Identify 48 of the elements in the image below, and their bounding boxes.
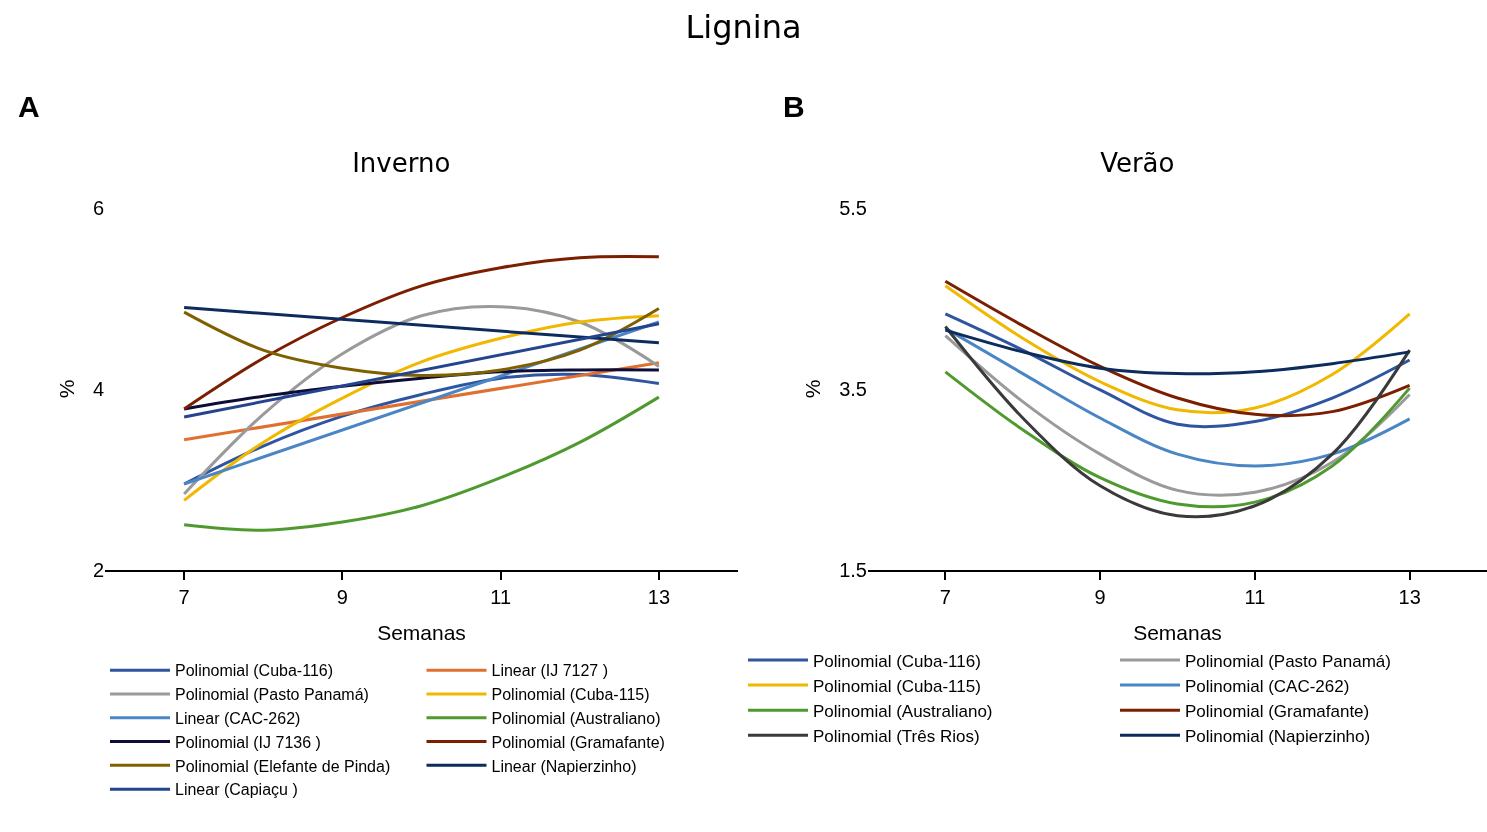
x-tick-label: 7 [939, 586, 951, 608]
legend-label: Polinomial (Gramafante) [491, 733, 665, 751]
chart-title: Verão [1100, 148, 1175, 179]
legend-label: Polinomial (Cuba-115) [491, 686, 650, 704]
legend-label: Polinomial (Pasto Panamá) [175, 686, 369, 704]
y-axis-title: % [55, 379, 79, 399]
x-tick-label: 13 [1398, 586, 1421, 608]
y-tick-label: 5.5 [839, 197, 867, 219]
x-axis-title: Semanas [377, 620, 466, 644]
x-tick-label: 11 [1244, 586, 1266, 608]
legend-label: Polinomial (Cuba-116) [175, 662, 333, 680]
line-series [943, 328, 1412, 376]
y-tick-label: 4 [92, 378, 104, 400]
chart-title: Inverno [352, 148, 451, 179]
y-tick-label: 6 [92, 197, 104, 219]
text: Lignina [684, 8, 803, 46]
legend-label: Polinomial (Pasto Panamá) [1185, 651, 1391, 671]
y-axis-title: % [801, 379, 825, 399]
x-tick-label: 9 [336, 586, 348, 608]
x-axis-title: Semanas [1133, 620, 1222, 644]
legend-label: Polinomial (Cuba-115) [813, 676, 981, 696]
x-tick-label: 7 [178, 586, 190, 608]
line-series [182, 395, 661, 532]
text: B [783, 90, 805, 123]
line-series [182, 306, 661, 377]
legend-label: Polinomial (Cuba-116) [813, 651, 981, 671]
y-tick-label: 1.5 [839, 559, 867, 581]
x-tick-label: 13 [647, 586, 671, 608]
legend-label: Polinomial (IJ 7136 ) [175, 733, 321, 751]
legend-label: Polinomial (Australiano) [491, 710, 661, 727]
y-tick-label: 3.5 [839, 378, 867, 400]
legend-label: Polinomial (Gramafante) [1185, 701, 1370, 721]
legend-label: Polinomial (CAC-262) [1185, 676, 1350, 696]
legend-label: Polinomial (Australiano) [813, 701, 993, 721]
legend-label: Polinomial (Napierzinho) [1185, 726, 1371, 746]
x-tick-label: 11 [490, 586, 512, 608]
line-series [943, 326, 1412, 468]
y-tick-label: 2 [92, 559, 104, 581]
legend-label: Linear (Capiaçu ) [175, 781, 298, 799]
text: A [18, 90, 40, 123]
legend-label: Linear (CAC-262) [175, 710, 301, 727]
legend-label: Polinomial (Três Rios) [813, 726, 980, 746]
line-series [943, 325, 1412, 519]
legend-label: Linear (Napierzinho) [491, 757, 637, 775]
legend-label: Polinomial (Elefante de Pinda) [175, 757, 391, 775]
x-tick-label: 9 [1094, 586, 1106, 608]
legend-label: Linear (IJ 7127 ) [491, 662, 609, 680]
line-series [182, 255, 661, 411]
